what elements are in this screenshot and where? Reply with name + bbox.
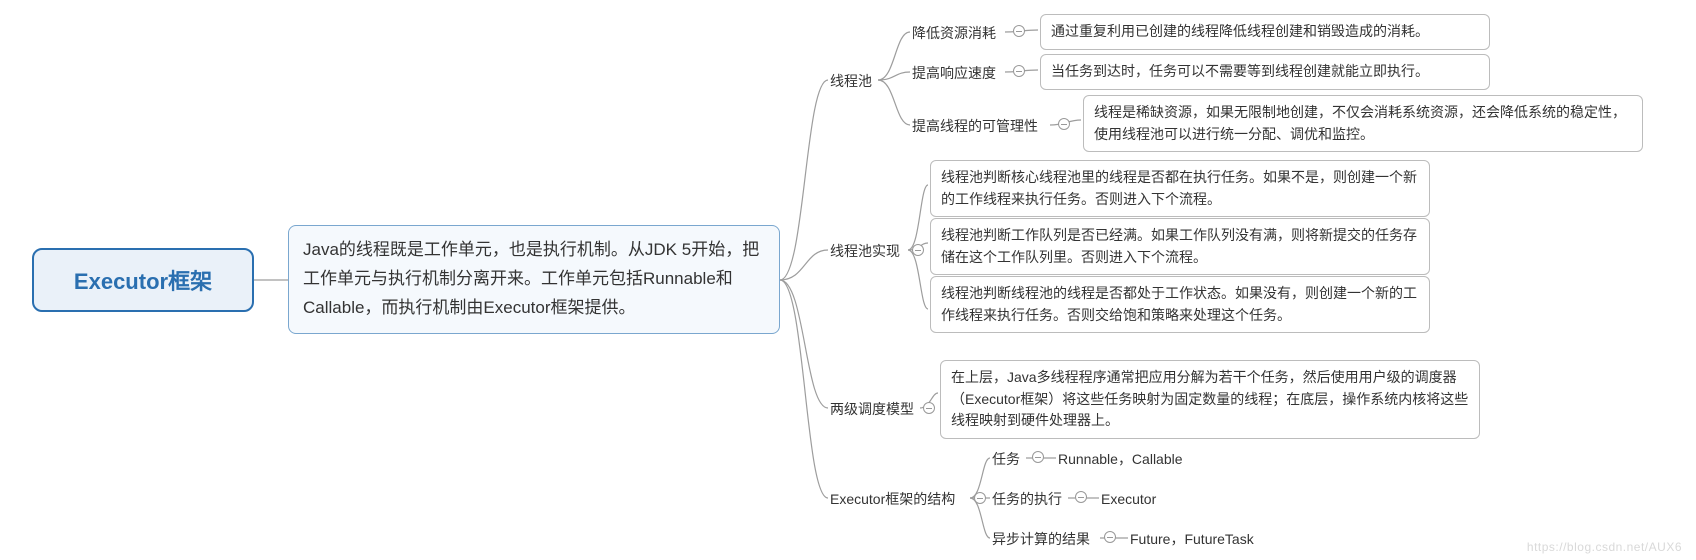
toggle-icon[interactable] [1013,65,1025,77]
node-b1c2[interactable]: 提高响应速度 [912,62,996,84]
watermark: https://blog.csdn.net/AUX6 [1527,540,1682,554]
leaf-b2c3[interactable]: 线程池判断线程池的线程是否都处于工作状态。如果没有，则创建一个新的工作线程来执行… [930,276,1430,333]
node-b1c3[interactable]: 提高线程的可管理性 [912,115,1038,137]
level1-node[interactable]: Java的线程既是工作单元，也是执行机制。从JDK 5开始，把工作单元与执行机制… [288,225,780,334]
node-b4c1[interactable]: 任务 [992,448,1020,470]
node-b4c3[interactable]: 异步计算的结果 [992,528,1090,550]
leaf-b4c3: Future，FutureTask [1130,528,1254,550]
toggle-icon[interactable] [923,402,935,414]
branch-model[interactable]: 两级调度模型 [830,398,914,420]
toggle-icon[interactable] [1075,491,1087,503]
leaf-b4c2: Executor [1101,488,1156,510]
toggle-icon[interactable] [1013,25,1025,37]
leaf-b2c2[interactable]: 线程池判断工作队列是否已经满。如果工作队列没有满，则将新提交的任务存储在这个工作… [930,218,1430,275]
toggle-icon[interactable] [1104,531,1116,543]
branch-structure[interactable]: Executor框架的结构 [830,488,955,510]
branch-impl[interactable]: 线程池实现 [830,240,900,262]
toggle-icon[interactable] [974,492,986,504]
node-b4c2[interactable]: 任务的执行 [992,488,1062,510]
branch-threadpool[interactable]: 线程池 [830,70,872,92]
leaf-b3[interactable]: 在上层，Java多线程程序通常把应用分解为若干个任务，然后使用用户级的调度器（E… [940,360,1480,439]
leaf-b1c2[interactable]: 当任务到达时，任务可以不需要等到线程创建就能立即执行。 [1040,54,1490,90]
toggle-icon[interactable] [1058,118,1070,130]
root-node[interactable]: Executor框架 [32,248,254,312]
level1-text: Java的线程既是工作单元，也是执行机制。从JDK 5开始，把工作单元与执行机制… [303,240,759,317]
leaf-b2c1[interactable]: 线程池判断核心线程池里的线程是否都在执行任务。如果不是，则创建一个新的工作线程来… [930,160,1430,217]
root-label: Executor框架 [74,264,212,296]
toggle-icon[interactable] [1032,451,1044,463]
leaf-b4c1: Runnable，Callable [1058,448,1183,470]
toggle-icon[interactable] [912,244,924,256]
leaf-b1c3[interactable]: 线程是稀缺资源，如果无限制地创建，不仅会消耗系统资源，还会降低系统的稳定性，使用… [1083,95,1643,152]
node-b1c1[interactable]: 降低资源消耗 [912,22,996,44]
leaf-b1c1[interactable]: 通过重复利用已创建的线程降低线程创建和销毁造成的消耗。 [1040,14,1490,50]
